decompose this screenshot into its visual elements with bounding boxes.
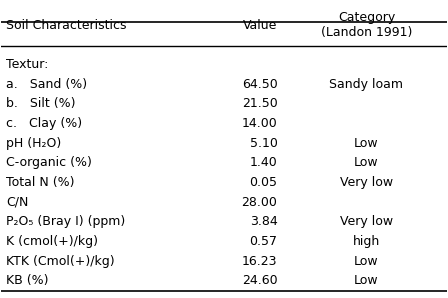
Text: P₂O₅ (Bray I) (ppm): P₂O₅ (Bray I) (ppm) — [6, 215, 125, 228]
Text: Total N (%): Total N (%) — [6, 176, 74, 189]
Text: 14.00: 14.00 — [241, 117, 277, 130]
Text: pH (H₂O): pH (H₂O) — [6, 136, 61, 150]
Text: high: high — [353, 235, 380, 248]
Text: 28.00: 28.00 — [241, 196, 277, 209]
Text: Category
(Landon 1991): Category (Landon 1991) — [321, 11, 412, 39]
Text: C/N: C/N — [6, 196, 28, 209]
Text: 3.84: 3.84 — [250, 215, 277, 228]
Text: a.   Sand (%): a. Sand (%) — [6, 77, 87, 91]
Text: KB (%): KB (%) — [6, 274, 48, 287]
Text: Textur:: Textur: — [6, 58, 48, 71]
Text: 64.50: 64.50 — [241, 77, 277, 91]
Text: Low: Low — [354, 156, 379, 169]
Text: Low: Low — [354, 255, 379, 268]
Text: 24.60: 24.60 — [242, 274, 277, 287]
Text: C-organic (%): C-organic (%) — [6, 156, 92, 169]
Text: 0.05: 0.05 — [250, 176, 277, 189]
Text: Soil Characteristics: Soil Characteristics — [6, 18, 126, 32]
Text: 5.10: 5.10 — [250, 136, 277, 150]
Text: Value: Value — [242, 18, 277, 32]
Text: Very low: Very low — [340, 176, 393, 189]
Text: 1.40: 1.40 — [250, 156, 277, 169]
Text: 21.50: 21.50 — [241, 97, 277, 110]
Text: c.   Clay (%): c. Clay (%) — [6, 117, 82, 130]
Text: Low: Low — [354, 136, 379, 150]
Text: 0.57: 0.57 — [250, 235, 277, 248]
Text: b.   Silt (%): b. Silt (%) — [6, 97, 75, 110]
Text: K (cmol(+)/kg): K (cmol(+)/kg) — [6, 235, 98, 248]
Text: Very low: Very low — [340, 215, 393, 228]
Text: Low: Low — [354, 274, 379, 287]
Text: 16.23: 16.23 — [242, 255, 277, 268]
Text: KTK (Cmol(+)/kg): KTK (Cmol(+)/kg) — [6, 255, 115, 268]
Text: Sandy loam: Sandy loam — [329, 77, 404, 91]
